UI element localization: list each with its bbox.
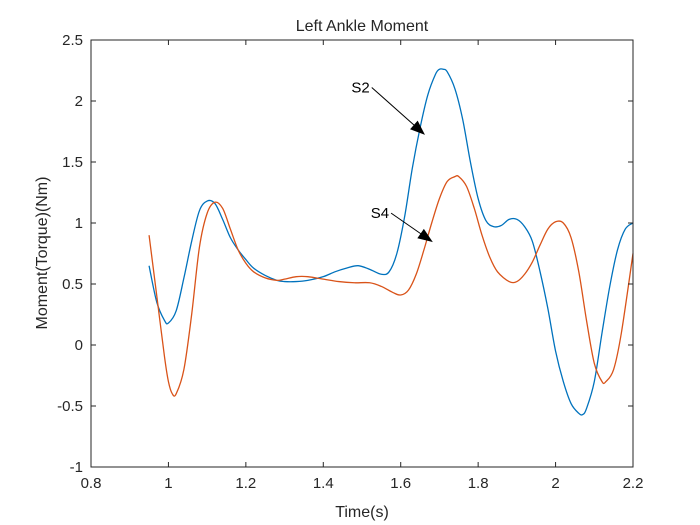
series-line-1 — [148, 175, 634, 397]
y-tick-label: 1 — [75, 215, 83, 232]
chart-title: Left Ankle Moment — [296, 18, 429, 35]
x-tick-label: 1.8 — [468, 475, 489, 492]
annotation-arrow-line — [390, 212, 422, 235]
annotation-arrow-head — [417, 228, 433, 243]
y-tick-label: 2.5 — [62, 32, 83, 49]
y-axis-label: Moment(Torque)(Nm) — [34, 177, 51, 330]
x-tick-label: 2.2 — [623, 475, 644, 492]
annotation-layer: S2 S4 — [351, 79, 433, 243]
x-tick-label: 1.6 — [390, 475, 411, 492]
annotation-label: S4 — [371, 205, 389, 222]
y-tick-label: 1.5 — [62, 154, 83, 171]
y-tick-label: 0.5 — [62, 276, 83, 293]
annotation-arrow-head — [410, 120, 425, 135]
y-tick-label: 2 — [75, 93, 83, 110]
x-tick-label: 2 — [551, 475, 559, 492]
x-tick-label: 1.2 — [235, 475, 256, 492]
x-axis-label: Time(s) — [335, 504, 389, 521]
annotation-arrow-line — [371, 87, 415, 126]
x-tick-label: 1.4 — [313, 475, 334, 492]
y-tick-label: -0.5 — [57, 398, 83, 415]
y-tick-label: 0 — [75, 337, 83, 354]
plot-frame — [90, 39, 634, 468]
x-tick-label: 1 — [164, 475, 172, 492]
x-tick-label: 0.8 — [81, 475, 102, 492]
annotation-label: S2 — [351, 79, 369, 96]
axes-layer: 0.8 1 1.2 1.4 1.6 1.8 2 2.2 -1 -0.5 0 0.5 1 1.5 2 2.5 — [57, 32, 643, 492]
y-tick-label: -1 — [70, 459, 83, 476]
